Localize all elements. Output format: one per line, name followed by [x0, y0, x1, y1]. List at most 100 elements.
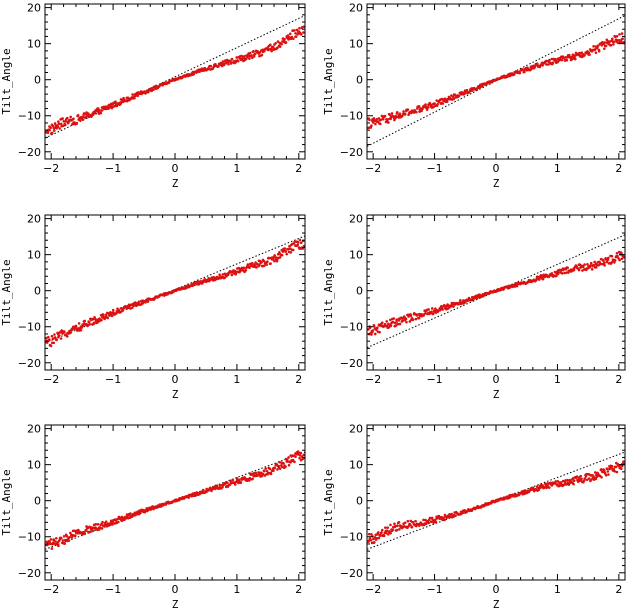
- scatter-point: [395, 321, 398, 324]
- scatter-point: [110, 314, 114, 318]
- scatter-point: [578, 51, 582, 55]
- scatter-point: [603, 47, 606, 50]
- scatter-point: [136, 94, 140, 98]
- scatter-point: [387, 121, 390, 124]
- scatter-point: [421, 107, 424, 110]
- scatter-point: [593, 260, 596, 264]
- scatter-point: [129, 512, 132, 515]
- scatter-point: [572, 482, 575, 486]
- plot-frame: [44, 424, 306, 581]
- scatter-point: [559, 481, 563, 484]
- y-tick-label: −10: [18, 321, 41, 334]
- scatter-point: [402, 110, 405, 113]
- scatter-point: [248, 57, 251, 60]
- scatter-point: [69, 331, 72, 334]
- scatter-point: [274, 256, 278, 259]
- scatter-point: [59, 337, 63, 340]
- scatter-point: [613, 470, 617, 473]
- scatter-point: [293, 460, 296, 464]
- y-tick-label: 20: [27, 423, 41, 436]
- scatter-point: [593, 471, 597, 474]
- scatter-point: [607, 256, 610, 260]
- scatter-point: [572, 479, 576, 483]
- scatter-point: [223, 276, 226, 280]
- scatter-point: [367, 328, 370, 331]
- scatter-point: [72, 117, 75, 121]
- scatter-point: [430, 307, 434, 310]
- scatter-point: [239, 269, 242, 273]
- scatter-point: [218, 273, 221, 277]
- scatter-point: [87, 112, 90, 115]
- scatter-point: [454, 514, 457, 518]
- scatter-point: [533, 64, 537, 68]
- y-tick-label: −10: [340, 531, 363, 544]
- x-axis-title: Z: [172, 598, 179, 610]
- scatter-point: [284, 465, 287, 468]
- x-tick-label: −2: [365, 583, 381, 596]
- scatter-point: [248, 51, 252, 55]
- scatter-point: [403, 315, 406, 318]
- scatter-point: [396, 323, 400, 326]
- scatter-point: [83, 532, 87, 535]
- scatter-point: [452, 305, 455, 308]
- x-axis-title: Z: [172, 388, 179, 401]
- scatter-point: [293, 29, 296, 32]
- scatter-point: [113, 104, 117, 108]
- scatter-point: [465, 88, 469, 92]
- scatter-point: [522, 489, 526, 493]
- scatter-point: [537, 278, 541, 281]
- scatter-point: [246, 263, 250, 266]
- scatter-point: [193, 491, 197, 495]
- scatter-point: [299, 451, 303, 455]
- scatter-point: [372, 325, 376, 328]
- scatter-point: [610, 254, 614, 258]
- scatter-point: [207, 277, 210, 280]
- scatter-point: [247, 479, 251, 482]
- scatter-point: [374, 122, 377, 126]
- scatter-point: [396, 524, 399, 528]
- x-tick-label: 2: [615, 583, 622, 596]
- scatter-point: [70, 536, 74, 539]
- scatter-point: [258, 263, 261, 267]
- scatter-point: [235, 56, 238, 59]
- scatter-point: [76, 114, 80, 117]
- scatter-point: [120, 519, 124, 522]
- scatter-point: [58, 127, 61, 130]
- scatter-point: [424, 103, 427, 106]
- scatter-point: [57, 122, 61, 126]
- scatter-point: [105, 107, 108, 111]
- scatter-point: [289, 251, 293, 254]
- scatter-point: [287, 456, 290, 459]
- scatter-point: [604, 474, 608, 477]
- scatter-point: [618, 258, 621, 262]
- scatter-point: [251, 477, 254, 481]
- scatter-point: [83, 112, 87, 116]
- plot-area: [45, 15, 305, 139]
- scatter-point: [587, 477, 591, 480]
- scatter-point: [298, 27, 301, 30]
- y-tick-label: 0: [34, 285, 41, 298]
- scatter-point: [65, 534, 69, 538]
- scatter-point: [46, 131, 50, 134]
- scatter-point: [403, 113, 407, 116]
- scatter-point: [273, 466, 277, 470]
- scatter-point: [557, 481, 561, 484]
- scatter-point: [91, 317, 95, 321]
- scatter-point: [443, 304, 446, 307]
- scatter-point: [133, 96, 136, 100]
- scatter-point: [405, 320, 408, 324]
- scatter-point: [299, 241, 303, 245]
- scatter-point: [210, 489, 213, 493]
- scatter-point: [294, 32, 297, 35]
- plot-frame: [44, 214, 306, 371]
- scatter-point: [108, 523, 112, 527]
- scatter-point: [287, 463, 291, 467]
- scatter-point: [285, 252, 289, 256]
- scatter-point: [295, 28, 299, 32]
- scatter-point: [302, 31, 305, 34]
- scatter-point: [250, 56, 254, 60]
- scatter-point: [391, 528, 395, 532]
- scatter-point: [451, 95, 455, 99]
- scatter-point: [534, 278, 538, 282]
- scatter-point: [253, 52, 257, 56]
